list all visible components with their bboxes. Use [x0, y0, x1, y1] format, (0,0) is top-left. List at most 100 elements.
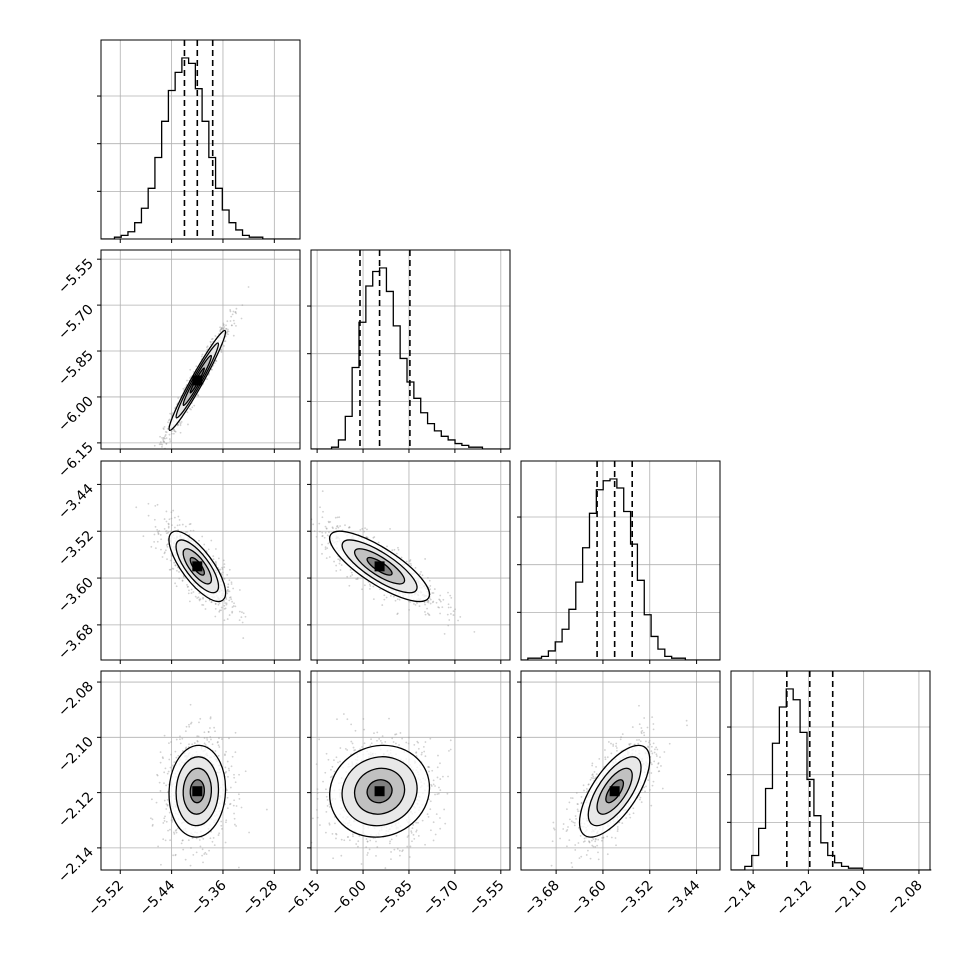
panel-4-1-sample-point — [168, 759, 170, 761]
panel-3-1-sample-point — [195, 596, 197, 598]
panel-2-1-sample-point — [219, 326, 221, 328]
panel-3-2-sample-point — [473, 631, 475, 633]
panel-3-1-sample-point — [226, 602, 228, 604]
panel-3-1-sample-point — [239, 619, 241, 621]
panel-3-1-sample-point — [215, 561, 217, 563]
panel-4-3: −3.68−3.60−3.52−3.44 — [517, 671, 720, 919]
panel-3-1-sample-point — [223, 605, 225, 607]
y-tick-label: −3.60 — [55, 575, 97, 617]
panel-4-1-sample-point — [169, 839, 171, 841]
panel-4-1-sample-point — [206, 853, 208, 855]
panel-3-1-sample-point — [187, 531, 189, 533]
panel-4-1-sample-point — [214, 844, 216, 846]
panel-4-2-sample-point — [316, 809, 318, 811]
panel-3-1-sample-point — [232, 588, 234, 590]
panel-4-2-sample-point — [408, 743, 410, 745]
panel-4-1-sample-point — [241, 807, 243, 809]
panel-3-1-sample-point — [219, 602, 221, 604]
panel-3-2-sample-point — [321, 553, 323, 555]
panel-4-2-sample-point — [316, 763, 318, 765]
panel-3-2-sample-point — [409, 560, 411, 562]
panel-4-2-sample-point — [428, 816, 430, 818]
panel-4-1-sample-point — [165, 839, 167, 841]
panel-4-2-sample-point — [347, 836, 349, 838]
panel-4-3-sample-point — [607, 756, 609, 758]
panel-3-1-sample-point — [242, 637, 244, 639]
panel-2-1-sample-point — [226, 320, 228, 322]
panel-4-2-sample-point — [435, 834, 437, 836]
panel-4-1-sample-point — [191, 743, 193, 745]
panel-3-2-sample-point — [427, 577, 429, 579]
panel-4-3-sample-point — [644, 791, 646, 793]
panel-2-1-sample-point — [171, 430, 173, 432]
panel-4-3-sample-point — [571, 866, 573, 868]
panel-3-1-sample-point — [202, 597, 204, 599]
panel-3-1-sample-point — [215, 608, 217, 610]
panel-3-2-sample-point — [386, 545, 388, 547]
panel-4-1-sample-point — [185, 859, 187, 861]
panel-3-1-sample-point — [215, 603, 217, 605]
panel-2-1-sample-point — [165, 431, 167, 433]
panel-4-2-sample-point — [413, 838, 415, 840]
panel-4-2-sample-point — [352, 835, 354, 837]
panel-4-2-sample-point — [327, 805, 329, 807]
y-tick-label: −3.44 — [55, 481, 97, 523]
panel-3-2-sample-point — [416, 602, 418, 604]
panel-4-1-sample-point — [162, 756, 164, 758]
panel-4-2-sample-point — [424, 844, 426, 846]
panel-4-1-sample-point — [213, 727, 215, 729]
panel-3-2-sample-point — [420, 571, 422, 573]
panel-4-1-sample-point — [233, 799, 235, 801]
panel-4-2-sample-point — [434, 785, 436, 787]
panel-4-2-sample-point — [325, 811, 327, 813]
panel-4-2-sample-point — [366, 838, 368, 840]
x-tick-label: −5.55 — [466, 878, 508, 920]
panel-3-2-sample-point — [339, 563, 341, 565]
y-tick-label: −5.70 — [55, 302, 97, 344]
panel-3-1-sample-point — [218, 557, 220, 559]
panel-3-2-sample-point — [329, 521, 331, 523]
panel-2-1-sample-point — [225, 324, 227, 326]
panel-3-1-sample-point — [219, 569, 221, 571]
panel-3-2-sample-point — [415, 604, 417, 606]
panel-3-2-sample-point — [314, 530, 316, 532]
panel-3-1-sample-point — [190, 530, 192, 532]
panel-3-2-sample-point — [321, 535, 323, 537]
panel-4-3-sample-point — [608, 741, 610, 743]
panel-4-1-sample-point — [206, 737, 208, 739]
panel-3-1-sample-point — [228, 599, 230, 601]
panel-3-1-sample-point — [186, 584, 188, 586]
panel-4-1-sample-point — [234, 824, 236, 826]
panel-4-2-sample-point — [415, 822, 417, 824]
panel-3-2-sample-point — [449, 595, 451, 597]
panel-4-1-sample-point — [231, 765, 233, 767]
histogram-1-frame — [101, 40, 300, 239]
panel-3-2-sample-point — [424, 604, 426, 606]
panel-4-3-sample-point — [650, 805, 652, 807]
panel-4-2-sample-point — [339, 747, 341, 749]
panel-4-2-sample-point — [378, 738, 380, 740]
panel-3-2-sample-point — [447, 614, 449, 616]
panel-2-1-sample-point — [230, 320, 232, 322]
panel-3-2-sample-point — [453, 610, 455, 612]
panel-4-1-sample-point — [156, 802, 158, 804]
panel-3-1-sample-point — [166, 558, 168, 560]
panel-2-1-sample-point — [186, 380, 188, 382]
panel-4-1-sample-point — [152, 825, 154, 827]
panel-4-1-sample-point — [203, 731, 205, 733]
panel-3-1-sample-point — [201, 536, 203, 538]
panel-2-1-sample-point — [229, 309, 231, 311]
panel-4-1-sample-point — [167, 830, 169, 832]
panel-3-2-sample-point — [453, 614, 455, 616]
panel-4-3-sample-point — [572, 797, 574, 799]
panel-4-1-sample-point — [163, 817, 165, 819]
y-tick-label: −2.08 — [55, 679, 97, 721]
panel-4-1-sample-point — [238, 793, 240, 795]
panel-4-2-sample-point — [450, 749, 452, 751]
panel-4-2-sample-point — [389, 842, 391, 844]
panel-4-1-sample-point — [220, 821, 222, 823]
panel-4-1-sample-point — [204, 743, 206, 745]
panel-3-1-sample-point — [242, 622, 244, 624]
x-tick-label: −6.15 — [282, 878, 324, 920]
panel-3-2-sample-point — [424, 558, 426, 560]
